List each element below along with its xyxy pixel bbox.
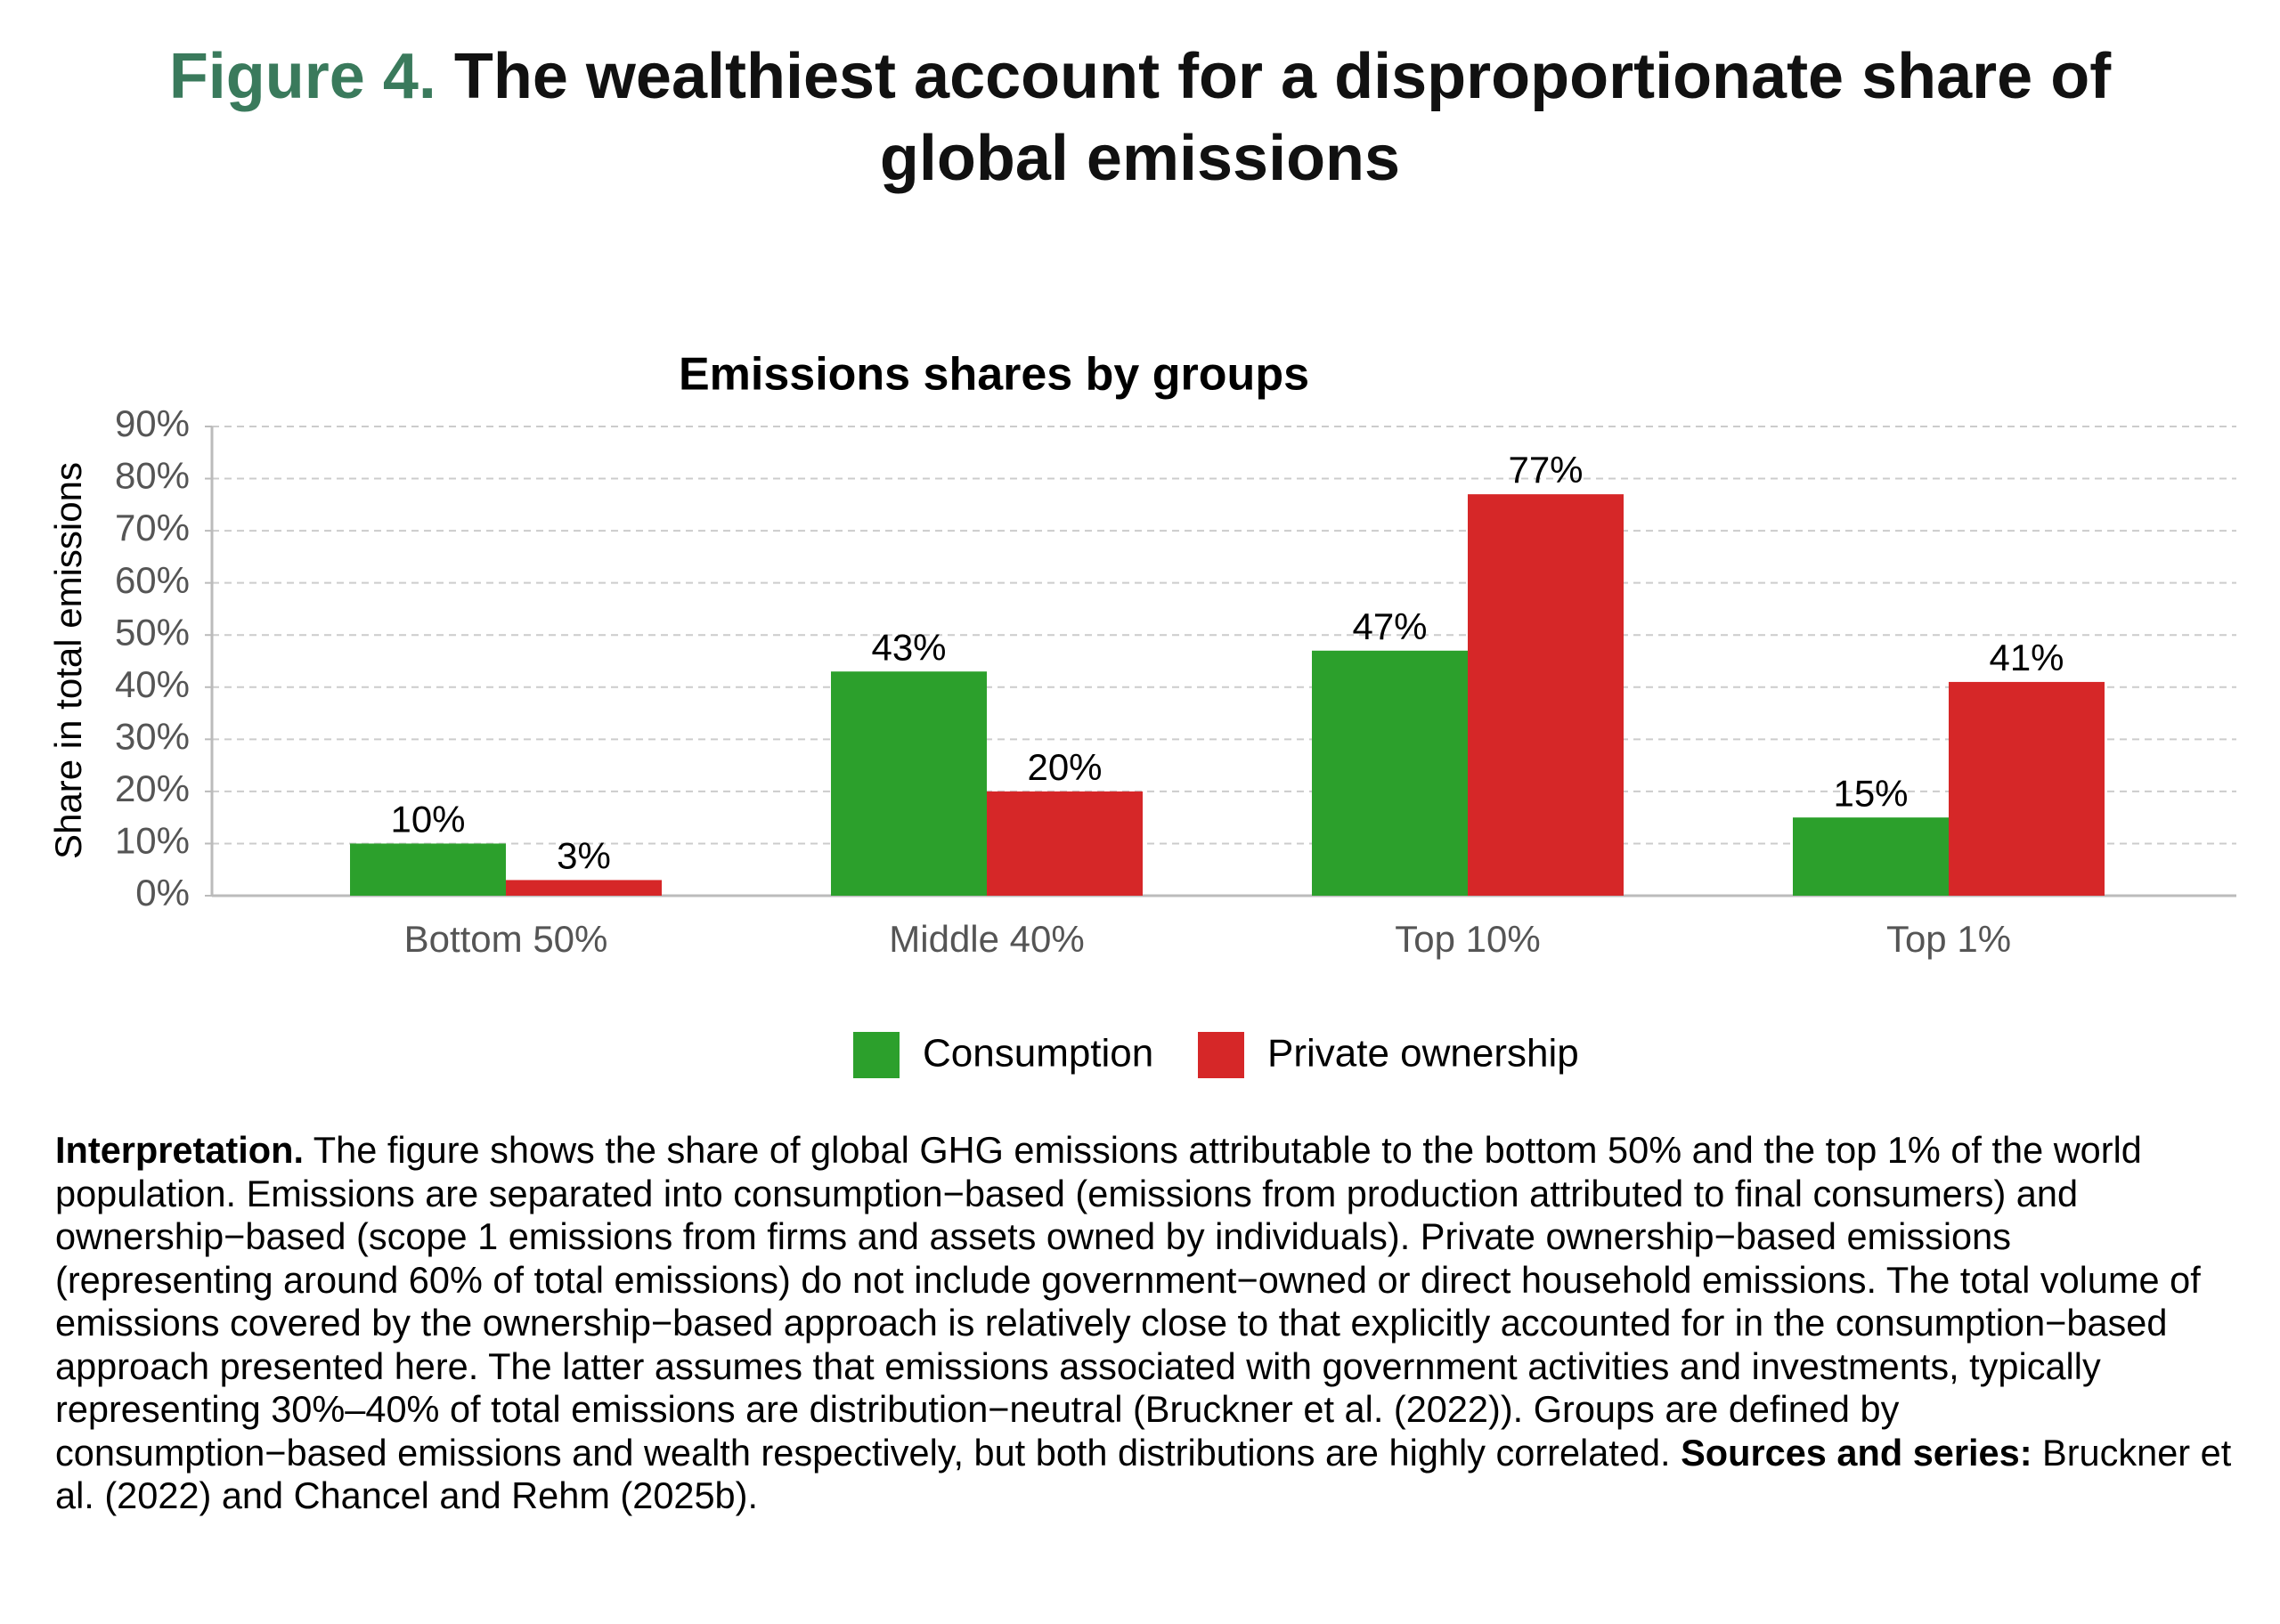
bar [1312, 650, 1468, 896]
value-label: 10% [390, 799, 465, 840]
sources-text: Bruckner et al. (2022) and Chancel and R… [55, 1431, 2232, 1517]
y-tick-label: 0% [135, 872, 190, 914]
y-tick-label: 60% [115, 559, 190, 601]
title-text: The wealthiest account for a disproporti… [453, 41, 2112, 194]
value-label: 43% [871, 626, 946, 668]
y-tick-label: 30% [115, 715, 190, 757]
y-tick-label: 80% [115, 455, 190, 497]
legend-label: Private ownership [1267, 1032, 1579, 1076]
legend-swatch [1198, 1032, 1244, 1078]
y-tick-label: 90% [115, 402, 190, 444]
bar [350, 843, 506, 896]
x-tick-label: Bottom 50% [404, 918, 608, 960]
y-tick-label: 10% [115, 820, 190, 862]
x-tick-label: Top 10% [1395, 918, 1540, 960]
chart-title: Emissions shares by groups [679, 349, 1309, 401]
value-label: 47% [1352, 605, 1427, 647]
chart: Emissions shares by groups Share in total… [47, 349, 2236, 1078]
bar [1793, 817, 1949, 896]
note-text: The figure shows the share of global GHG… [55, 1129, 2201, 1474]
x-tick-label: Top 1% [1886, 918, 2011, 960]
bar [1949, 681, 2105, 896]
y-axis-label: Share in total emissions [47, 462, 89, 859]
value-label: 20% [1027, 746, 1102, 788]
interpretation: Interpretation. The figure shows the sha… [55, 1129, 2237, 1518]
y-tick-label: 70% [115, 507, 190, 548]
bar [506, 880, 662, 896]
x-tick-label: Middle 40% [889, 918, 1084, 960]
note-label: Interpretation. [55, 1129, 304, 1171]
legend-swatch [853, 1032, 900, 1078]
value-label: 41% [1989, 637, 2064, 678]
value-label: 3% [557, 835, 611, 877]
bar [1468, 494, 1624, 896]
y-tick-label: 50% [115, 611, 190, 653]
value-label: 77% [1508, 449, 1583, 491]
figure-title: Figure 4. The wealthiest account for a d… [71, 36, 2209, 199]
sources-label: Sources and series: [1681, 1431, 2032, 1474]
legend-label: Consumption [923, 1032, 1153, 1076]
y-tick-label: 40% [115, 663, 190, 705]
bar [987, 791, 1143, 896]
figure-label: Figure 4. [168, 41, 436, 112]
bar [831, 671, 987, 896]
value-label: 15% [1833, 772, 1908, 814]
y-tick-label: 20% [115, 767, 190, 809]
